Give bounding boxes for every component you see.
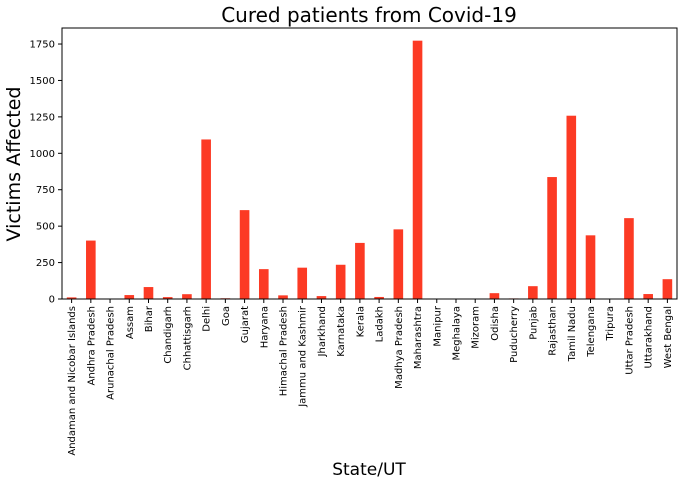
bar-22 — [489, 293, 500, 299]
bar-10 — [258, 269, 269, 299]
y-tick-label-3: 750 — [36, 185, 55, 196]
x-tick-label-9: Gujarat — [240, 306, 251, 343]
x-tick-label-27: Telengana — [586, 306, 597, 358]
bar-6 — [182, 294, 192, 299]
bar-17 — [393, 229, 404, 299]
y-tick-label-2: 500 — [36, 222, 55, 233]
x-axis: Andaman and Nicobar Islands Andhra Prades… — [67, 299, 674, 456]
bar-29 — [624, 218, 634, 299]
x-tick-label-30: Uttarakhand — [644, 306, 655, 368]
x-tick-label-25: Rajasthan — [548, 306, 559, 356]
x-tick-label-11: Himachal Pradesh — [279, 306, 290, 396]
x-tick-label-28: Tripura — [605, 306, 616, 341]
x-tick-label-4: Bihar — [144, 305, 155, 332]
x-tick-label-8: Goa — [221, 306, 232, 326]
y-tick-label-4: 1000 — [30, 149, 55, 160]
x-tick-label-21: Mizoram — [471, 306, 482, 349]
x-tick-label-23: Puducherry — [509, 306, 520, 363]
bar-18 — [412, 40, 423, 299]
x-tick-label-16: Ladakh — [375, 306, 386, 342]
x-axis-label: State/UT — [332, 460, 406, 480]
bar-11 — [278, 295, 288, 299]
x-tick-label-22: Odisha — [490, 306, 501, 341]
y-tick-label-5: 1250 — [30, 112, 55, 123]
bar-14 — [335, 264, 346, 299]
y-axis: 0 250 500 750 1000 1250 1500 1750 — [30, 40, 62, 306]
bar-5 — [162, 297, 173, 299]
bar-9 — [239, 210, 250, 299]
x-tick-label-6: Chhattisgarh — [182, 306, 193, 370]
x-tick-label-12: Jammu and Kashmir — [298, 305, 309, 408]
x-tick-label-3: Assam — [125, 306, 136, 339]
bar-13 — [316, 296, 327, 299]
bar-31 — [662, 279, 673, 299]
x-tick-label-20: Meghalaya — [451, 306, 462, 361]
bar-24 — [528, 286, 538, 299]
bar-1 — [86, 240, 96, 299]
x-tick-label-15: Kerala — [355, 306, 366, 337]
x-tick-label-24: Punjab — [528, 306, 539, 340]
y-axis-label: Victims Affected — [3, 87, 25, 242]
x-tick-label-14: Karnataka — [336, 306, 347, 357]
x-tick-label-7: Delhi — [202, 306, 213, 332]
bar-26 — [566, 115, 577, 299]
x-tick-label-2: Arunachal Pradesh — [106, 306, 117, 400]
bar-4 — [143, 287, 154, 299]
x-tick-label-26: Tamil Nadu — [567, 306, 578, 362]
bar-16 — [374, 296, 384, 299]
y-tick-label-7: 1750 — [30, 40, 55, 51]
y-tick-label-0: 0 — [49, 295, 55, 306]
bar-3 — [124, 295, 135, 299]
x-tick-label-13: Jharkhand — [317, 306, 328, 357]
bars-group — [66, 40, 673, 299]
bar-7 — [201, 139, 211, 299]
x-tick-label-10: Haryana — [259, 306, 270, 348]
chart-title: Cured patients from Covid-19 — [221, 3, 517, 27]
plot-frame — [61, 27, 678, 300]
bar-15 — [355, 242, 365, 299]
bar-12 — [297, 267, 308, 299]
bar-0 — [66, 297, 77, 299]
x-tick-label-17: Madhya Pradesh — [394, 306, 405, 389]
x-tick-label-5: Chandigarh — [163, 306, 174, 364]
y-tick-label-6: 1500 — [30, 76, 55, 87]
x-tick-label-1: Andhra Pradesh — [86, 306, 97, 385]
x-tick-label-19: Manipur — [432, 305, 443, 347]
bar-27 — [585, 235, 596, 299]
x-tick-label-29: Uttar Pradesh — [624, 306, 635, 375]
bar-30 — [643, 294, 653, 299]
x-tick-label-31: West Bengal — [663, 306, 674, 368]
x-tick-label-0: Andaman and Nicobar Islands — [67, 306, 78, 456]
bar-25 — [547, 177, 557, 299]
y-tick-label-1: 250 — [36, 258, 55, 269]
x-tick-label-18: Maharashtra — [413, 306, 424, 369]
